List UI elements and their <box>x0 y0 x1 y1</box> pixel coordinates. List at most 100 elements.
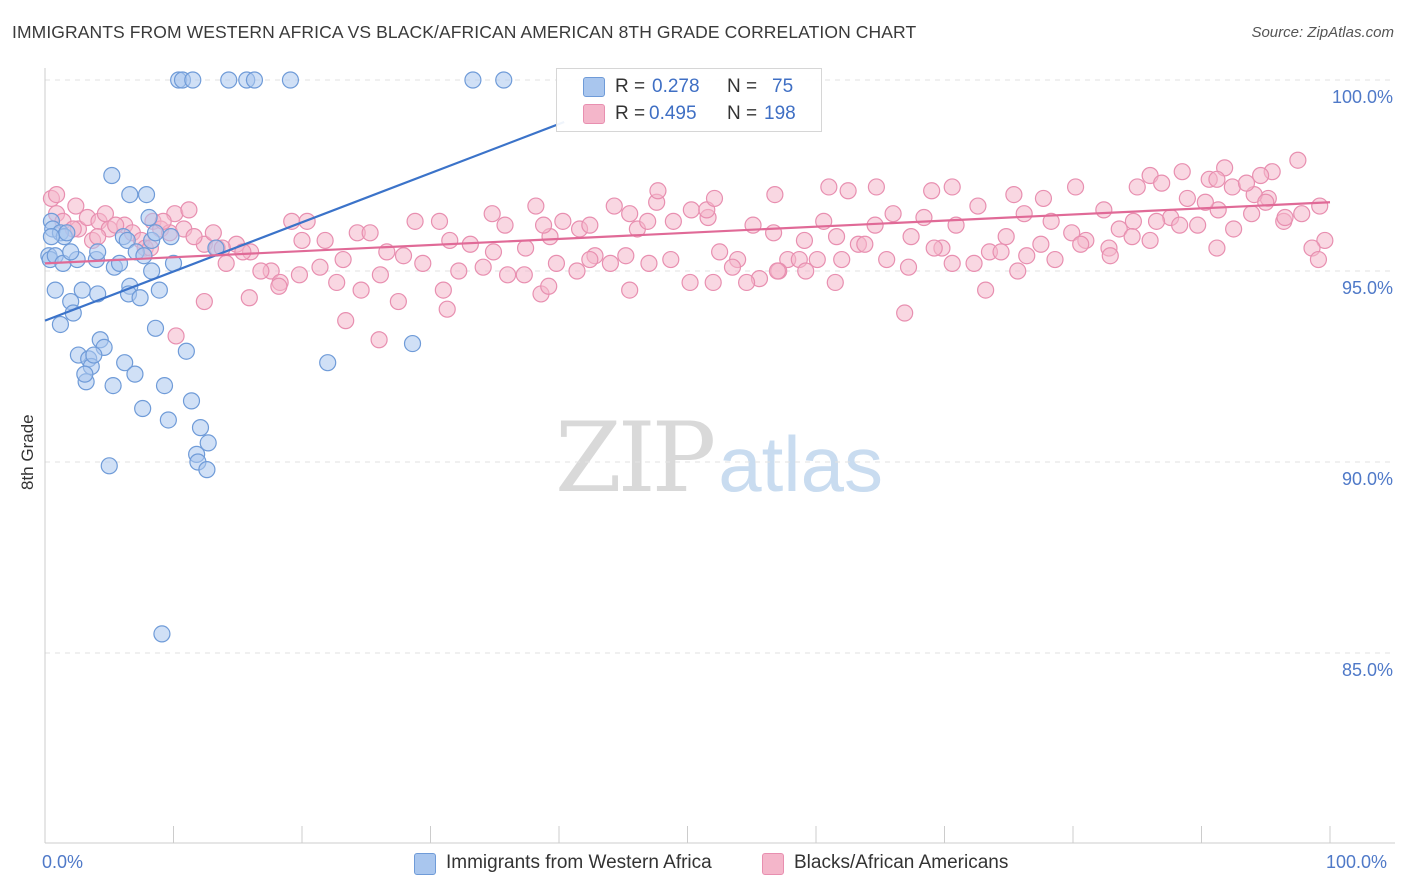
pink-point <box>1178 189 1196 208</box>
blue-point <box>137 186 156 204</box>
pink-point <box>1128 178 1146 196</box>
r-value: 0.495 <box>649 103 697 124</box>
blue-point <box>155 377 174 395</box>
y-tick-label: 100.0% <box>1331 87 1393 107</box>
pink-point <box>766 186 784 204</box>
pink-point <box>1257 193 1275 211</box>
pink-point <box>430 212 449 230</box>
pink-point <box>204 224 222 242</box>
pink-point <box>1123 228 1141 246</box>
pink-point <box>1225 220 1243 238</box>
blue-point <box>76 365 94 383</box>
blue-point <box>281 71 300 89</box>
pink-point <box>915 208 933 227</box>
pink-point <box>1063 224 1081 242</box>
pink-point <box>334 250 352 269</box>
pink-point <box>1072 235 1090 253</box>
blue-point <box>89 243 107 261</box>
pink-point <box>808 250 826 269</box>
n-value: 198 <box>764 103 796 124</box>
pink-point <box>965 254 983 272</box>
source-label: Source: ZipAtlas.com <box>1251 24 1394 41</box>
pink-point <box>240 289 258 307</box>
pink-point <box>833 250 851 269</box>
blue-point <box>51 315 70 334</box>
blue-point <box>146 319 165 337</box>
legend-swatch-blue <box>414 853 436 875</box>
pink-point <box>664 212 682 230</box>
legend-label-blue: Immigrants from Western Africa <box>446 852 712 873</box>
blue-series-points <box>40 71 513 643</box>
pink-point <box>617 247 635 265</box>
blue-point <box>464 71 482 89</box>
pink-point <box>902 228 920 246</box>
pink-point <box>1276 208 1294 227</box>
pink-point <box>705 189 724 208</box>
pink-point <box>621 205 639 223</box>
pink-point <box>1289 151 1307 169</box>
pink-point <box>1316 231 1334 250</box>
pink-point <box>290 266 309 284</box>
pink-point <box>337 312 355 330</box>
pink-point <box>185 228 203 246</box>
pink-point <box>1141 231 1159 250</box>
blue-point <box>42 228 61 246</box>
legend-swatch-pink <box>762 853 784 875</box>
pink-point <box>649 182 667 200</box>
pink-point <box>1243 205 1261 223</box>
pink-point <box>414 254 432 272</box>
pink-point <box>581 216 599 234</box>
pink-point <box>997 228 1015 246</box>
pink-point <box>581 250 599 269</box>
blue-point <box>121 186 139 204</box>
pink-point <box>1101 247 1119 265</box>
pink-point <box>1309 250 1328 269</box>
pink-point <box>1223 178 1241 196</box>
pink-point <box>527 197 545 215</box>
pink-point <box>1252 166 1270 185</box>
pink-point <box>311 258 329 276</box>
blue-point <box>110 254 129 272</box>
pink-point <box>1171 216 1189 234</box>
pink-point <box>316 231 334 250</box>
pink-point <box>827 228 846 246</box>
blue-point <box>319 354 337 372</box>
pink-point <box>1147 212 1166 230</box>
pink-point <box>1015 205 1033 223</box>
pink-point <box>352 281 370 299</box>
legend-label-pink: Blacks/African Americans <box>794 852 1009 873</box>
blue-point <box>126 365 144 383</box>
pink-point <box>1189 216 1207 234</box>
pink-point <box>484 243 503 261</box>
pink-point <box>992 243 1010 261</box>
pink-point <box>738 273 756 292</box>
blue-point <box>118 231 136 250</box>
pink-point <box>1005 186 1023 204</box>
pink-point <box>639 212 657 230</box>
n-label: N = <box>727 103 758 124</box>
watermark-atlas: atlas <box>718 420 883 508</box>
pink-point <box>867 178 885 196</box>
x-tick-label: 100.0% <box>1326 852 1388 872</box>
r-value: 0.278 <box>652 76 700 97</box>
y-axis-label: 8th Grade <box>18 414 37 490</box>
pink-point <box>797 262 815 280</box>
pink-point <box>839 182 857 200</box>
pink-point <box>394 247 413 265</box>
pink-point <box>540 277 558 295</box>
blue-point <box>140 208 158 227</box>
pink-point <box>1208 239 1226 257</box>
pink-point <box>711 243 729 261</box>
pink-point <box>621 281 639 299</box>
blue-point <box>199 434 217 452</box>
pink-point <box>969 197 987 215</box>
pink-point <box>1042 212 1060 230</box>
stats-row-blue: R = 0.278 N = 75 <box>557 74 821 102</box>
pink-swatch <box>583 104 605 124</box>
blue-point <box>184 71 202 89</box>
pink-point <box>47 186 66 204</box>
blue-point <box>46 281 64 299</box>
blue-point <box>104 377 122 395</box>
pink-point <box>1237 174 1256 192</box>
